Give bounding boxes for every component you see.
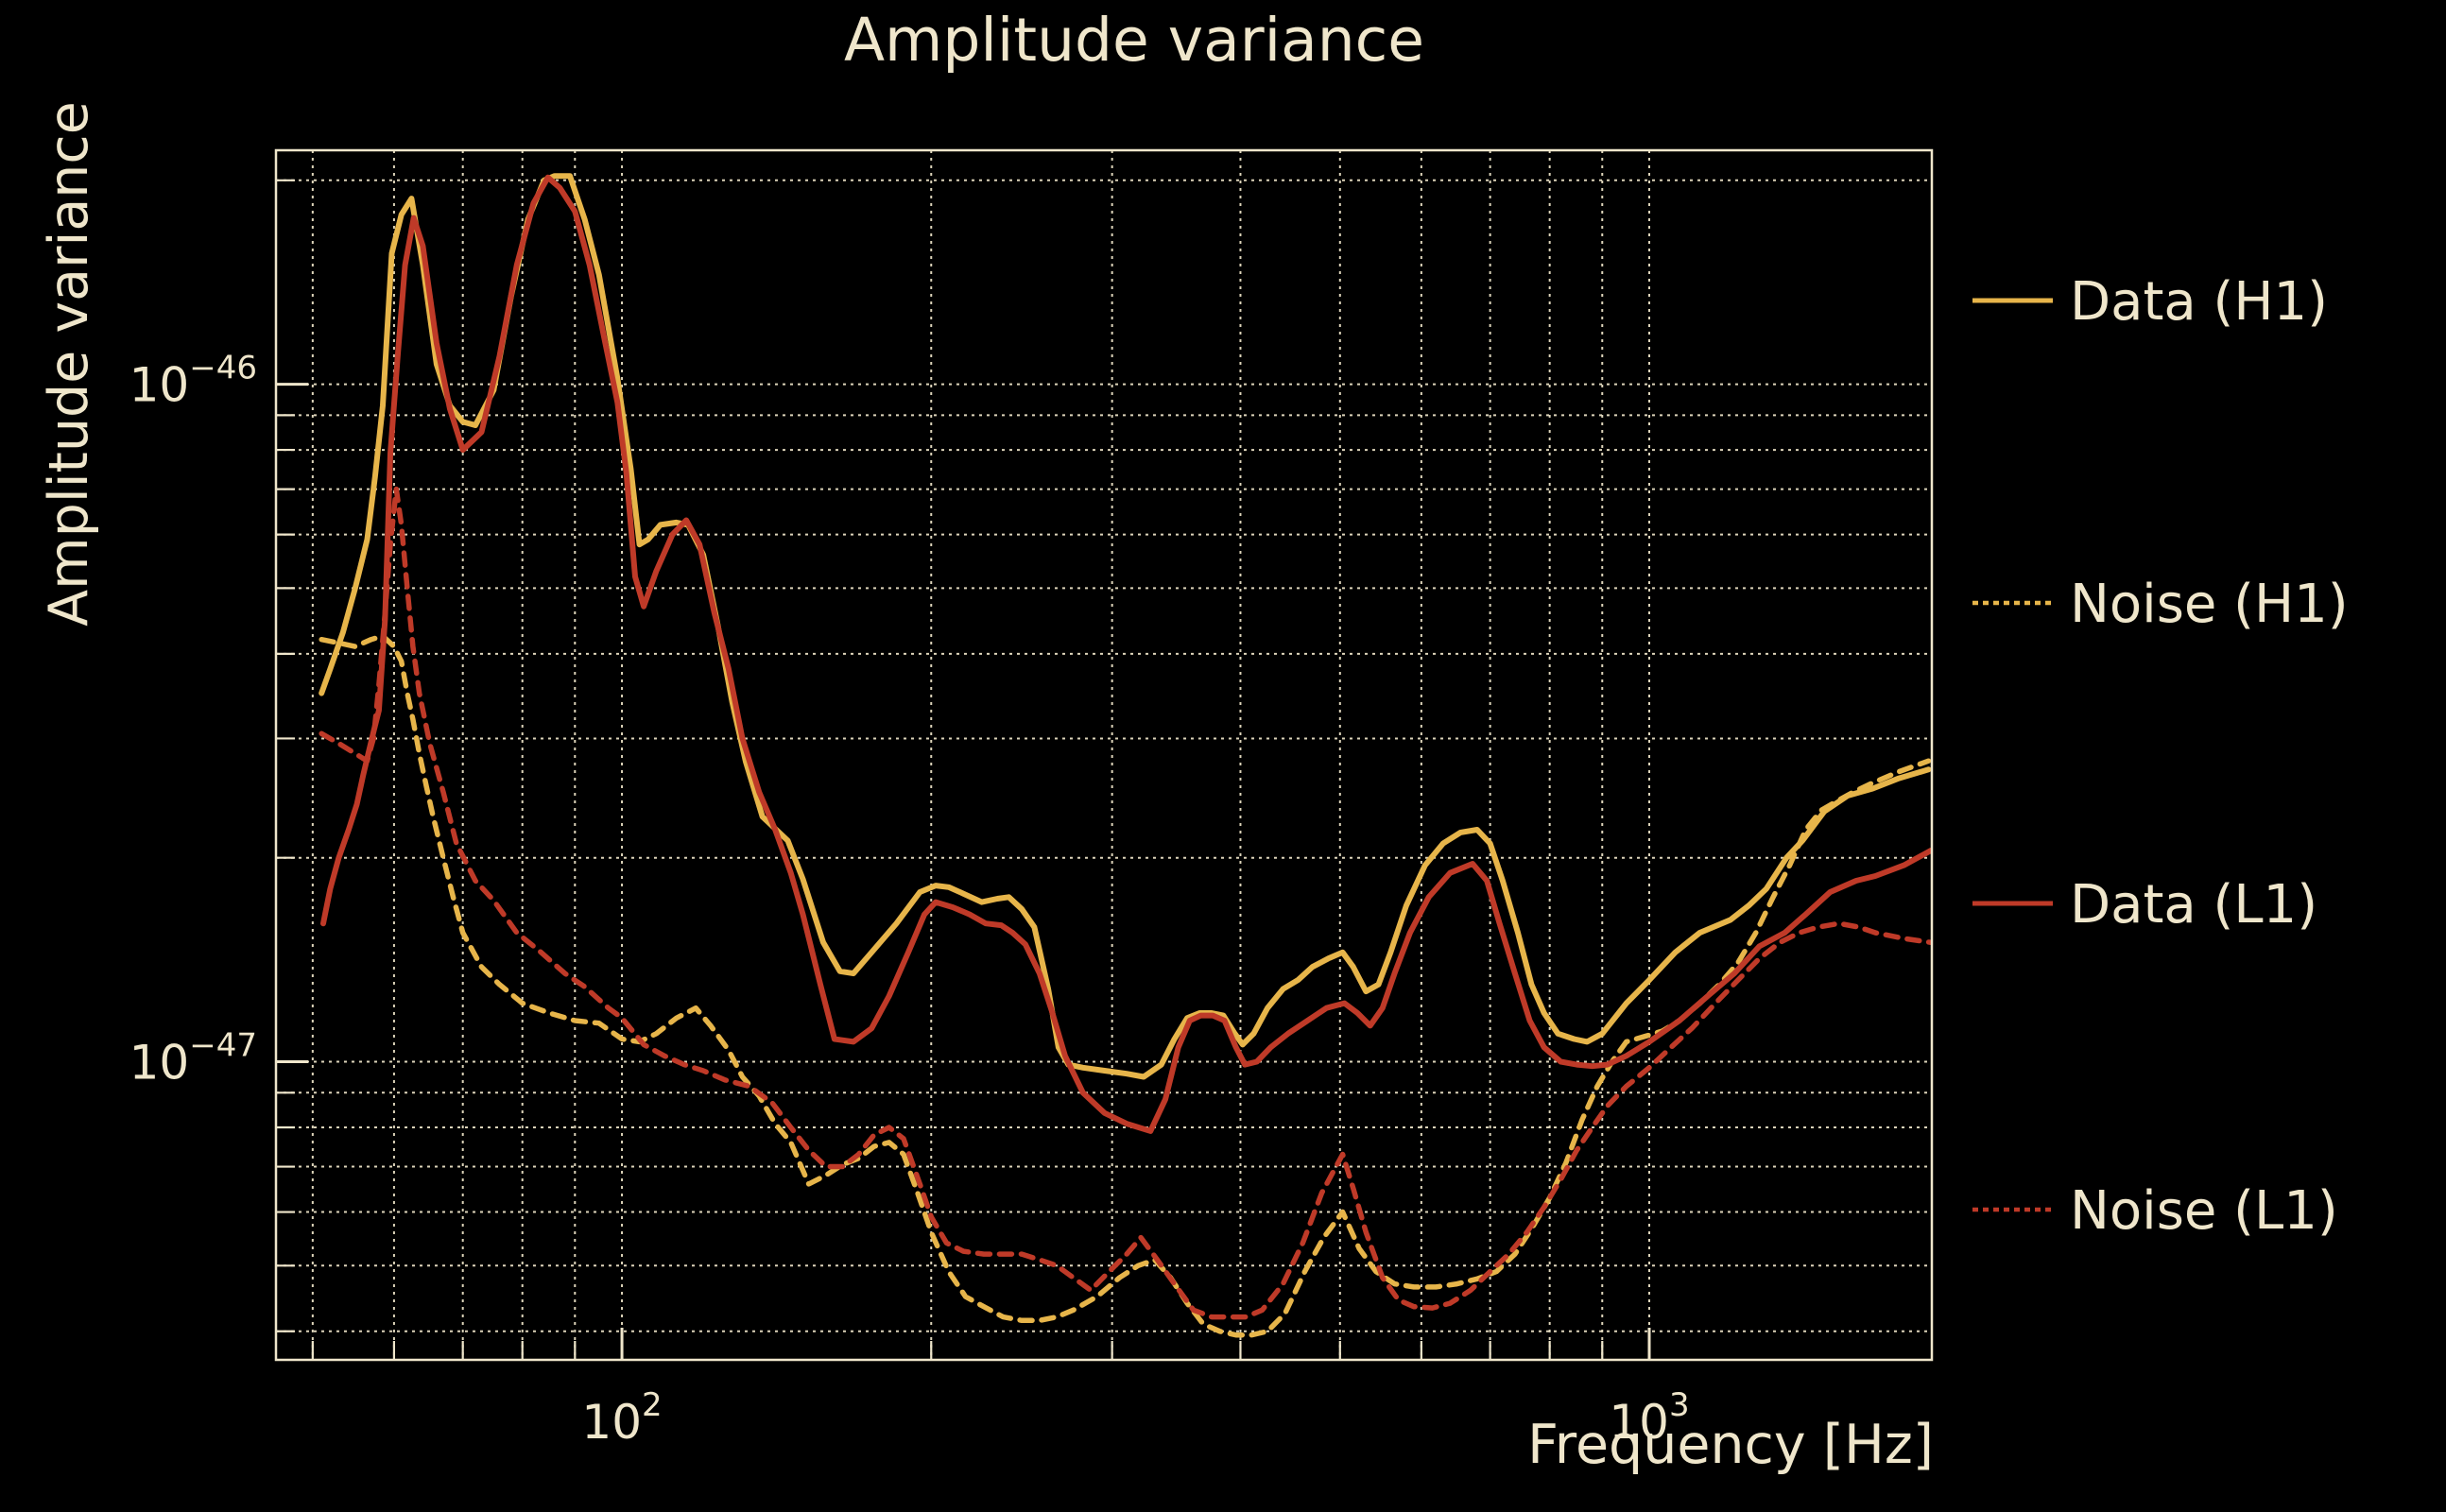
chart-title: Amplitude variance <box>844 6 1424 75</box>
data-h1-line <box>319 173 1932 1080</box>
legend: Data (H1) Noise (H1) Data (L1) Noise (L1) <box>1972 271 2349 1242</box>
legend-item-noise-l1: Noise (L1) <box>1972 1180 2338 1242</box>
data-l1-line <box>320 174 1932 1134</box>
legend-item-data-l1: Data (L1) <box>1972 874 2317 936</box>
legend-label: Noise (L1) <box>2070 1180 2338 1242</box>
noise-h1-line <box>319 633 1932 1338</box>
x-axis-label: Frequency [Hz] <box>1527 1414 1934 1476</box>
legend-label: Noise (H1) <box>2070 574 2349 635</box>
tick-marks <box>276 179 1651 1360</box>
legend-label: Data (L1) <box>2070 874 2317 936</box>
legend-item-noise-h1: Noise (H1) <box>1972 574 2349 635</box>
y-tick-label: 10−47 <box>129 1026 257 1090</box>
y-axis-label: Amplitude variance <box>38 101 100 627</box>
x-tick-label: 102 <box>581 1386 662 1450</box>
y-tick-label: 10−46 <box>129 350 257 413</box>
axes-frame <box>274 148 1934 1362</box>
grid-lines <box>276 150 1932 1360</box>
data-series <box>319 173 1932 1338</box>
legend-label: Data (H1) <box>2070 271 2328 333</box>
plot-frame <box>274 148 1934 1362</box>
legend-item-data-h1: Data (H1) <box>1972 271 2328 333</box>
noise-l1-line <box>319 486 1932 1320</box>
